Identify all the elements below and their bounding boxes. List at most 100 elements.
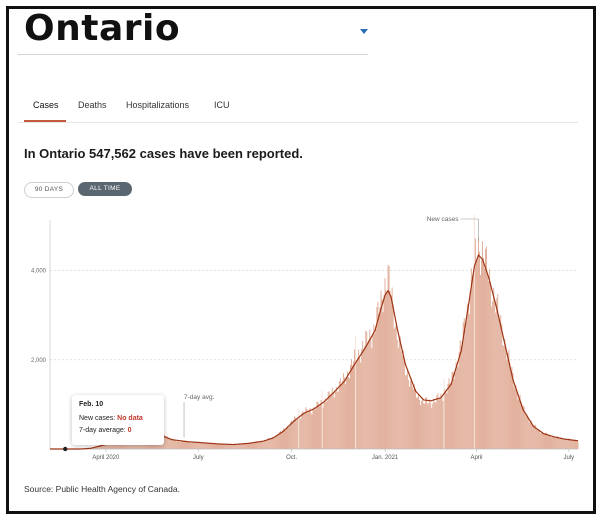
case-bar	[576, 440, 578, 449]
case-bar	[545, 433, 546, 449]
case-bar	[504, 338, 506, 449]
case-bar	[495, 312, 497, 449]
case-bar	[310, 412, 312, 449]
x-tick-label: July	[193, 455, 204, 461]
case-bar	[577, 441, 579, 449]
case-bar	[567, 439, 569, 449]
case-bar	[414, 384, 415, 449]
case-bar	[562, 439, 564, 449]
case-bar	[234, 444, 236, 449]
tab-cases[interactable]: Cases	[33, 100, 59, 110]
case-bar	[316, 401, 318, 449]
case-bar	[472, 273, 474, 449]
case-bar	[264, 440, 266, 449]
case-bar	[296, 420, 298, 449]
case-bar	[461, 341, 463, 449]
case-bar	[168, 438, 170, 449]
case-bar	[267, 438, 269, 449]
x-tick-label: April	[470, 455, 482, 461]
case-bar	[380, 290, 382, 449]
case-bar	[558, 437, 560, 449]
case-bar	[419, 399, 421, 449]
case-bar	[500, 314, 502, 449]
case-bar	[555, 437, 557, 449]
region-select[interactable]	[18, 4, 368, 55]
case-bar	[184, 441, 186, 449]
case-bar	[542, 433, 544, 449]
case-bar	[192, 441, 194, 449]
case-bar	[302, 411, 304, 449]
case-bar	[404, 375, 406, 449]
case-bar	[241, 443, 243, 449]
case-bar	[418, 394, 419, 449]
hover-marker	[63, 446, 68, 452]
tab-hospitalizations[interactable]: Hospitalizations	[126, 100, 190, 110]
case-bar	[94, 447, 96, 449]
case-bar	[337, 391, 339, 449]
case-bar	[393, 328, 395, 449]
case-bar	[401, 355, 403, 449]
case-bar	[188, 441, 190, 449]
case-bar	[398, 337, 400, 449]
case-bar	[292, 422, 294, 449]
case-bar	[357, 357, 359, 449]
case-bar	[399, 336, 401, 449]
case-bar	[339, 378, 341, 449]
case-bar	[410, 378, 412, 449]
case-bar	[422, 398, 424, 449]
case-bar	[479, 251, 480, 449]
case-bar	[95, 446, 97, 449]
x-tick-label: Oct.	[286, 455, 297, 461]
case-bar	[259, 441, 261, 449]
case-bar	[174, 439, 176, 449]
case-bar	[279, 431, 281, 449]
case-bar	[299, 418, 301, 449]
case-bar	[271, 436, 273, 449]
case-bar	[272, 437, 274, 449]
case-bar	[575, 440, 577, 449]
range-90-days-button[interactable]: 90 DAYS	[24, 182, 74, 198]
case-bar	[372, 334, 374, 449]
case-bar	[524, 414, 526, 449]
case-bar	[476, 259, 478, 449]
case-bar	[254, 442, 256, 449]
case-bar	[220, 443, 221, 449]
cases-chart[interactable]: 2,000 4,000 April 2020 July Oct. Jan. 2021 Apr…	[0, 205, 606, 475]
case-bar	[354, 349, 356, 449]
case-bar	[519, 394, 521, 449]
caret-down-icon[interactable]	[360, 29, 368, 34]
case-bar	[492, 301, 494, 449]
case-bar	[362, 340, 364, 449]
x-tick-label: Jan. 2021	[372, 455, 399, 461]
case-bar	[343, 377, 345, 449]
case-bar	[291, 420, 293, 449]
case-bar	[491, 306, 493, 449]
tab-icu[interactable]: ICU	[214, 100, 230, 110]
case-bar	[239, 444, 241, 449]
case-bar	[563, 439, 565, 449]
case-bar	[227, 444, 229, 449]
case-bar	[365, 330, 367, 449]
case-bar	[554, 436, 556, 449]
case-bar	[369, 329, 371, 449]
case-bar	[251, 443, 253, 449]
case-bar	[250, 443, 252, 449]
case-bar	[513, 386, 515, 449]
case-bar	[551, 437, 553, 449]
case-bar	[469, 291, 471, 449]
case-bar	[444, 389, 446, 449]
case-bar	[170, 438, 172, 449]
case-bar	[176, 441, 178, 449]
range-all-time-button[interactable]: ALL TIME	[78, 182, 132, 196]
case-bar	[186, 441, 188, 449]
case-bar	[466, 303, 468, 449]
case-bar	[281, 432, 282, 449]
case-bar	[387, 264, 389, 449]
case-bar	[415, 388, 416, 449]
case-bar	[298, 408, 300, 449]
case-bar	[266, 439, 268, 449]
tab-deaths[interactable]: Deaths	[78, 100, 107, 110]
case-bar	[202, 443, 204, 449]
case-bar	[335, 387, 337, 449]
case-bar	[446, 393, 448, 449]
